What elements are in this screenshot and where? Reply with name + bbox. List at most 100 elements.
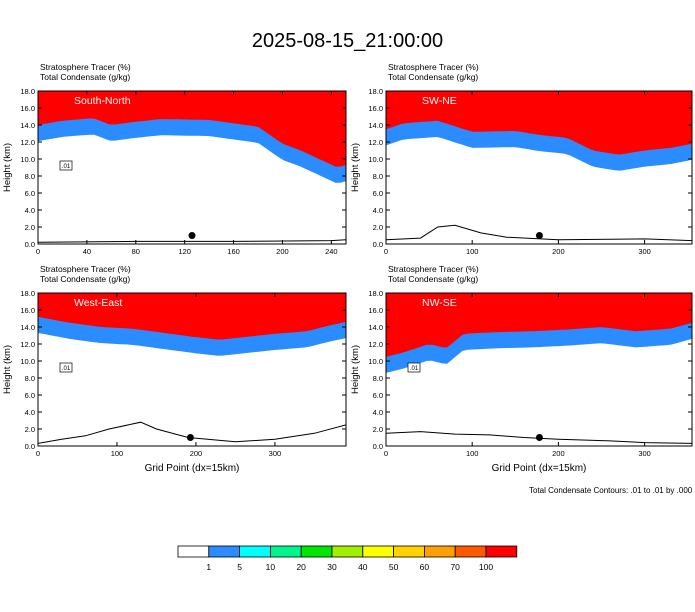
x-tick-label: 100 [466,449,479,458]
tracer-field [38,91,346,243]
plot-frame [385,292,693,447]
panel-top-right: 0.0 2.0 4.0 6.0 8.0 10.0 12.0 14.0 16.0 18.0 0 100 2… [350,62,693,256]
x-tick-label: 200 [552,449,565,458]
y-tick-label: 16.0 [368,104,383,113]
tracer-field [386,91,692,242]
y-tick-label: 18.0 [368,87,383,96]
y-tick-label: 14.0 [20,121,35,130]
panel-subtitle-tracer: Stratosphere Tracer (%) [388,62,479,72]
panel-title: West-East [74,297,122,309]
y-tick-label: 12.0 [368,340,383,349]
y-tick-label: 12.0 [20,138,35,147]
tracer-field [38,293,346,444]
panel-subtitle-tracer: Stratosphere Tracer (%) [40,264,131,274]
y-tick-label: 4.0 [373,408,383,417]
x-tick-label: 0 [36,449,40,458]
panel-bottom-right: 0.0 2.0 4.0 6.0 8.0 10.0 12.0 14.0 16.0 18.0 0 100 2… [350,264,693,474]
y-axis-label: Height (km) [350,143,361,192]
colorbar-cell [269,545,302,558]
colorbar-cell [177,545,210,558]
x-tick-label: 300 [269,449,282,458]
y-tick-label: 0.0 [25,442,35,451]
panel-subtitle-tracer: Stratosphere Tracer (%) [40,62,131,72]
contour-footnote: Total Condensate Contours: .01 to .01 by… [529,486,693,495]
panel-subtitle-condensate: Total Condensate (g/kg) [40,274,130,284]
colorbar-label: 40 [358,562,368,572]
x-axis-label: Grid Point (dx=15km) [492,463,587,474]
colorbar-cell [393,545,425,558]
x-tick-label: 300 [638,449,651,458]
terrain-line [38,421,346,444]
x-tick-label: 160 [227,247,240,256]
colorbar-label: 10 [266,562,276,572]
y-tick-label: 6.0 [25,391,35,400]
plot-frame [37,292,347,447]
colorbar-label: 20 [296,562,306,572]
y-tick-label: 2.0 [25,425,35,434]
colorbar-label: 50 [389,562,399,572]
colorbar-label: 1 [206,562,211,572]
contour-label-box [59,160,73,171]
contour-label: .01 [62,366,71,372]
colorbar-label: 5 [237,562,242,572]
x-tick-label: 200 [276,247,289,256]
colorbar-cell [485,545,518,558]
panel-subtitle-tracer: Stratosphere Tracer (%) [388,264,479,274]
location-marker [535,434,543,441]
colorbar-cell [423,545,456,558]
panel-title: SW-NE [422,95,457,107]
y-tick-label: 14.0 [368,121,383,130]
panel-title: South-North [74,95,131,107]
y-tick-label: 0.0 [373,240,383,249]
panel-subtitle-condensate: Total Condensate (g/kg) [40,72,130,82]
y-tick-label: 4.0 [25,408,35,417]
y-tick-label: 6.0 [25,189,35,198]
y-tick-label: 16.0 [20,306,35,315]
location-marker [186,434,194,441]
colorbar-label: 60 [420,562,430,572]
colorbar-cell [362,545,394,558]
y-tick-label: 10.0 [368,155,383,164]
y-tick-label: 6.0 [373,391,383,400]
x-tick-label: 200 [190,449,203,458]
y-tick-label: 0.0 [25,240,35,249]
terrain-line [386,224,692,242]
colorbar-label: 30 [327,562,337,572]
y-tick-label: 2.0 [373,223,383,232]
y-tick-label: 18.0 [368,289,383,298]
y-tick-label: 18.0 [20,289,35,298]
y-tick-label: 4.0 [25,206,35,215]
y-tick-label: 8.0 [373,172,383,181]
panel-subtitle-condensate: Total Condensate (g/kg) [388,274,478,284]
y-axis-label: Height (km) [350,345,361,394]
x-tick-label: 80 [132,247,140,256]
colorbar-cell [300,545,333,558]
plot-frame [385,90,693,245]
x-tick-label: 40 [83,247,91,256]
x-axis-label: Grid Point (dx=15km) [145,463,240,474]
x-tick-label: 120 [178,247,191,256]
terrain-line [38,239,346,243]
y-axis-label: Height (km) [2,143,13,192]
x-tick-label: 0 [384,247,388,256]
contour-label-box [407,362,421,373]
y-tick-label: 8.0 [373,374,383,383]
y-tick-label: 8.0 [25,374,35,383]
y-tick-label: 10.0 [368,357,383,366]
x-tick-label: 240 [325,247,338,256]
contour-label: .01 [62,164,71,170]
tracer-core [386,91,692,155]
y-tick-label: 10.0 [20,155,35,164]
panel-title: NW-SE [422,297,457,309]
y-tick-label: 4.0 [373,206,383,215]
y-tick-label: 0.0 [373,442,383,451]
y-tick-label: 18.0 [20,87,35,96]
y-tick-label: 14.0 [20,323,35,332]
contour-label: .01 [410,366,419,372]
tracer-field [386,293,692,444]
x-tick-label: 0 [36,247,40,256]
y-tick-label: 8.0 [25,172,35,181]
colorbar: 1 5 10 20 30 40 50 60 70 100 [177,545,518,572]
colorbar-cell [239,545,271,558]
